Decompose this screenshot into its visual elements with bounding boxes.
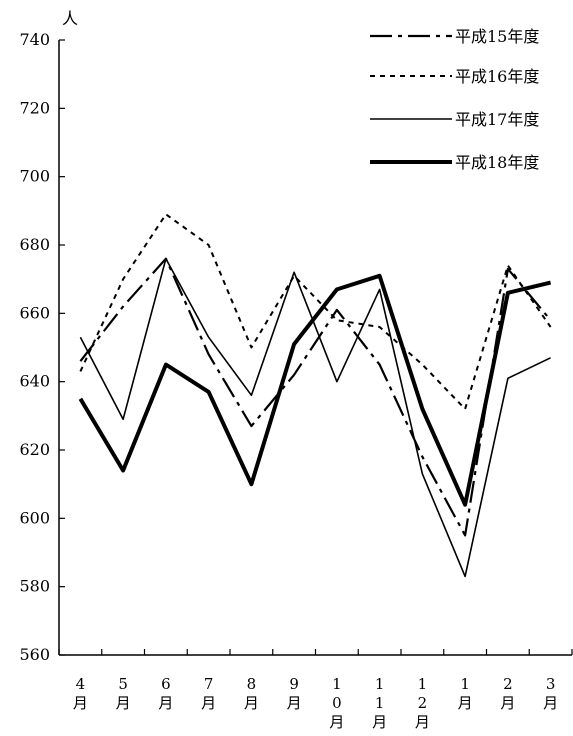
y-tick-label: 720 <box>19 98 50 117</box>
y-tick-label: 640 <box>19 372 50 391</box>
legend-label-4: 平成18年度 <box>455 153 539 172</box>
y-axis-ticks: 560 580 600 620 640 660 680 700 720 740 <box>19 30 65 664</box>
y-tick-label: 740 <box>19 30 50 49</box>
series-line-3 <box>79 257 551 578</box>
y-tick-label: 600 <box>19 508 50 527</box>
y-tick-label: 620 <box>19 440 50 459</box>
x-axis-ticks: 4 月 5 月 6 月 7 月 8 月 9 月 1 0 月 1 1 月 1 2 月 1 月 2 月 3 月 <box>58 649 573 731</box>
series-line-1 <box>79 257 552 537</box>
y-tick-label: 680 <box>19 235 50 254</box>
legend-label-1: 平成15年度 <box>455 27 539 46</box>
legend-label-3: 平成17年度 <box>455 110 539 129</box>
legend-label-2: 平成16年度 <box>455 67 539 86</box>
y-tick-label: 660 <box>19 303 50 322</box>
y-tick-label: 560 <box>19 645 50 664</box>
series-lines <box>78 213 552 578</box>
series-line-2 <box>79 213 552 410</box>
series-line-4 <box>78 273 552 507</box>
y-tick-label: 580 <box>19 577 50 596</box>
y-tick-label: 700 <box>19 167 50 186</box>
y-axis-unit-label: 人 <box>62 9 78 28</box>
